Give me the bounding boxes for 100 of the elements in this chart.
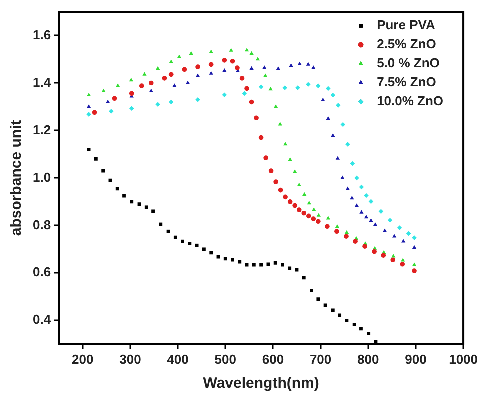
point <box>316 213 321 217</box>
point <box>162 76 168 81</box>
point <box>258 135 264 140</box>
y-tick-label: 1.6 <box>32 27 52 42</box>
point <box>288 158 292 162</box>
point <box>102 88 106 92</box>
point <box>278 188 284 193</box>
point <box>209 50 214 54</box>
point <box>156 66 160 70</box>
point <box>242 91 248 96</box>
point <box>310 289 314 292</box>
point <box>397 226 402 230</box>
point <box>330 92 336 98</box>
point <box>152 210 155 214</box>
point <box>182 67 188 72</box>
point <box>258 84 264 90</box>
point <box>112 96 118 102</box>
point <box>86 92 92 97</box>
y-tick-label: 1.0 <box>32 170 52 185</box>
point <box>142 72 147 76</box>
point <box>208 62 214 68</box>
point <box>92 110 98 116</box>
point <box>360 210 364 214</box>
point <box>353 239 358 244</box>
point <box>360 327 363 331</box>
point <box>196 97 200 102</box>
point <box>129 106 134 112</box>
point <box>231 258 234 262</box>
point <box>392 254 396 258</box>
point <box>195 244 199 248</box>
point <box>316 84 321 88</box>
point <box>244 86 250 92</box>
point <box>335 224 340 228</box>
point <box>352 322 356 326</box>
x-tick-label: 1000 <box>449 352 478 367</box>
point <box>130 200 134 204</box>
point <box>367 332 371 336</box>
point <box>186 80 190 84</box>
point <box>87 148 91 152</box>
point <box>224 257 228 261</box>
point <box>222 58 228 63</box>
point <box>168 72 174 78</box>
point <box>372 246 378 250</box>
point <box>240 76 245 81</box>
point <box>298 62 302 66</box>
point <box>345 318 349 322</box>
x-tick-label: 400 <box>167 352 189 367</box>
point <box>235 66 240 70</box>
point <box>222 92 228 98</box>
x-tick-label: 900 <box>405 352 427 367</box>
point <box>254 116 259 121</box>
point <box>302 276 306 280</box>
point <box>340 176 345 180</box>
point <box>401 258 406 262</box>
point <box>288 200 293 204</box>
legend-label: 7.5% ZnO <box>377 74 436 90</box>
legend-label: 10.0% ZnO <box>377 94 444 109</box>
point <box>196 64 200 70</box>
point <box>166 230 170 234</box>
point <box>306 62 310 66</box>
point <box>336 156 340 160</box>
y-tick-label: 1.4 <box>32 74 52 90</box>
x-tick-label: 800 <box>358 352 380 367</box>
point <box>250 51 254 55</box>
point <box>350 161 356 166</box>
point <box>256 57 260 61</box>
point <box>338 314 342 318</box>
point <box>400 262 406 267</box>
legend-label: 5.0 % ZnO <box>377 56 440 71</box>
point <box>302 192 307 196</box>
point <box>331 308 335 312</box>
point <box>311 216 316 222</box>
point <box>306 82 311 88</box>
point <box>196 74 200 78</box>
point <box>138 202 142 206</box>
point <box>402 239 406 243</box>
point <box>321 98 326 102</box>
point <box>156 102 160 107</box>
point <box>177 54 182 58</box>
point <box>116 84 120 88</box>
point <box>331 134 336 138</box>
point <box>245 263 249 267</box>
point <box>249 100 254 105</box>
point <box>283 194 288 200</box>
point <box>354 204 360 208</box>
point <box>274 262 278 265</box>
point <box>168 100 174 105</box>
point <box>106 100 110 104</box>
point <box>412 245 417 249</box>
point <box>344 234 349 240</box>
point <box>108 178 112 182</box>
y-tick-label: 1.2 <box>32 122 52 138</box>
point <box>292 203 298 208</box>
point <box>102 169 106 173</box>
y-tick-label: 0.4 <box>32 312 52 328</box>
point <box>86 104 92 108</box>
point <box>378 209 384 214</box>
point <box>364 214 369 219</box>
point <box>336 103 341 108</box>
point <box>306 214 312 219</box>
